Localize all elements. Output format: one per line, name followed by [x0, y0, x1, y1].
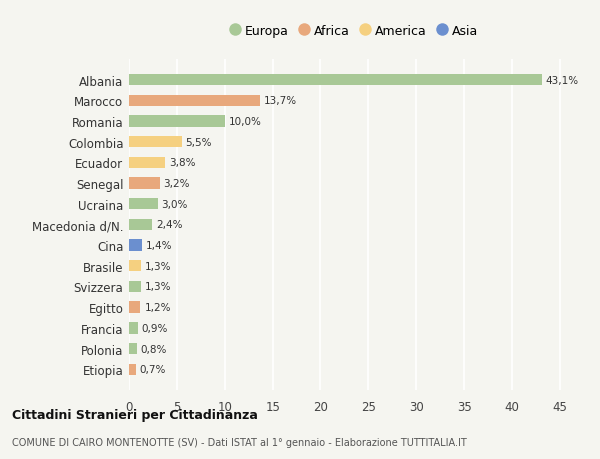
- Text: 5,5%: 5,5%: [185, 137, 212, 147]
- Bar: [129, 95, 260, 106]
- Bar: [129, 343, 137, 354]
- Text: 1,2%: 1,2%: [145, 302, 171, 313]
- Text: 3,8%: 3,8%: [169, 158, 196, 168]
- Text: 10,0%: 10,0%: [229, 117, 262, 127]
- Bar: [129, 323, 137, 334]
- Text: 3,2%: 3,2%: [163, 179, 190, 189]
- Bar: [129, 219, 152, 230]
- Bar: [129, 199, 158, 210]
- Text: Cittadini Stranieri per Cittadinanza: Cittadini Stranieri per Cittadinanza: [12, 408, 258, 421]
- Text: 0,8%: 0,8%: [140, 344, 167, 354]
- Bar: [129, 240, 142, 251]
- Text: 1,4%: 1,4%: [146, 241, 173, 251]
- Legend: Europa, Africa, America, Asia: Europa, Africa, America, Asia: [225, 20, 483, 43]
- Bar: [129, 302, 140, 313]
- Bar: [129, 75, 542, 86]
- Text: 13,7%: 13,7%: [264, 96, 297, 106]
- Bar: [129, 178, 160, 189]
- Bar: [129, 116, 225, 127]
- Bar: [129, 261, 142, 272]
- Bar: [129, 364, 136, 375]
- Bar: [129, 281, 142, 292]
- Text: 43,1%: 43,1%: [545, 75, 578, 85]
- Text: 1,3%: 1,3%: [145, 261, 172, 271]
- Bar: [129, 137, 182, 148]
- Text: 3,0%: 3,0%: [161, 199, 188, 209]
- Bar: [129, 157, 166, 168]
- Text: COMUNE DI CAIRO MONTENOTTE (SV) - Dati ISTAT al 1° gennaio - Elaborazione TUTTIT: COMUNE DI CAIRO MONTENOTTE (SV) - Dati I…: [12, 437, 467, 447]
- Text: 2,4%: 2,4%: [156, 220, 182, 230]
- Text: 1,3%: 1,3%: [145, 282, 172, 292]
- Text: 0,9%: 0,9%: [142, 323, 168, 333]
- Text: 0,7%: 0,7%: [140, 364, 166, 375]
